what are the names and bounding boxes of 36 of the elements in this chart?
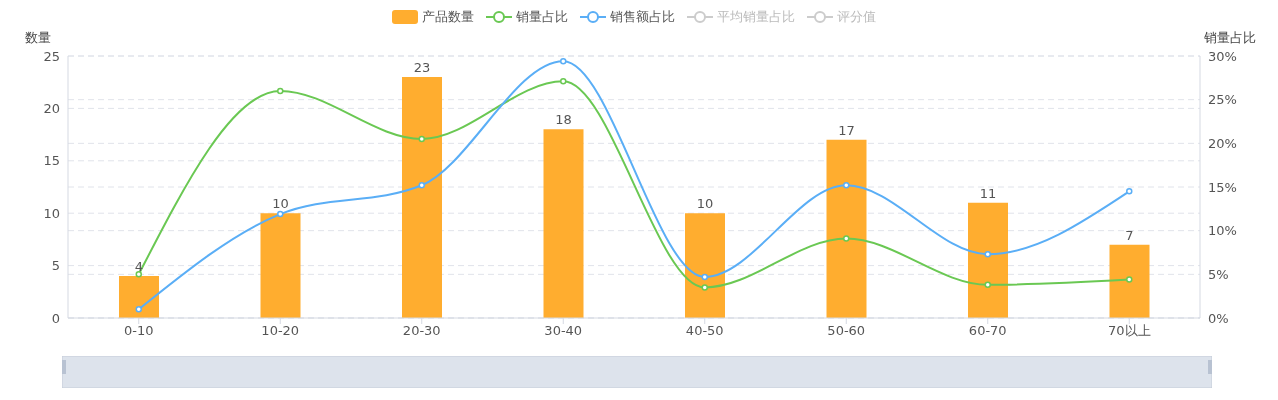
y-tick-label: 10	[43, 205, 60, 221]
legend-label: 销量占比	[515, 8, 568, 26]
y2-tick-label: 10%	[1208, 223, 1237, 239]
y2-tick-label: 0%	[1208, 310, 1229, 326]
y2-tick-label: 25%	[1208, 92, 1237, 108]
y-axis-title: 数量	[25, 30, 51, 45]
y2-tick-label: 15%	[1208, 179, 1237, 195]
x-tick-label: 50-60	[827, 323, 866, 339]
y-tick-label: 5	[51, 258, 60, 274]
legend-label: 产品数量	[421, 8, 474, 26]
data-label: 4	[134, 259, 144, 275]
x-tick-label: 30-40	[544, 323, 583, 339]
y-tick-label: 20	[43, 101, 60, 117]
legend-label: 销售额占比	[609, 8, 675, 26]
data-label: 23	[413, 59, 431, 75]
data-label: 18	[555, 112, 572, 128]
x-tick-label: 40-50	[685, 323, 724, 339]
y-tick-label: 0	[51, 310, 60, 326]
y2-tick-label: 20%	[1208, 135, 1237, 151]
x-tick-label: 0-10	[123, 323, 154, 339]
x-tick-label: 10-20	[261, 323, 300, 339]
x-tick-label: 20-30	[402, 323, 441, 339]
data-label: 10	[696, 196, 714, 212]
data-label: 11	[979, 185, 997, 201]
data-label: 17	[838, 122, 855, 138]
x-tick-label: 70以上	[1107, 323, 1151, 339]
legend-label: 评分值	[836, 8, 876, 26]
data-label: 10	[272, 196, 289, 212]
legend-label: 平均销量占比	[716, 8, 795, 26]
y2-axis-title: 销量占比	[1203, 30, 1256, 45]
x-tick-label: 60-70	[968, 323, 1007, 339]
y2-tick-label: 5%	[1208, 266, 1229, 282]
y2-tick-label: 30%	[1208, 48, 1237, 64]
data-label: 7	[1125, 227, 1134, 243]
y-tick-label: 15	[43, 153, 60, 169]
y-tick-label: 25	[43, 48, 60, 64]
